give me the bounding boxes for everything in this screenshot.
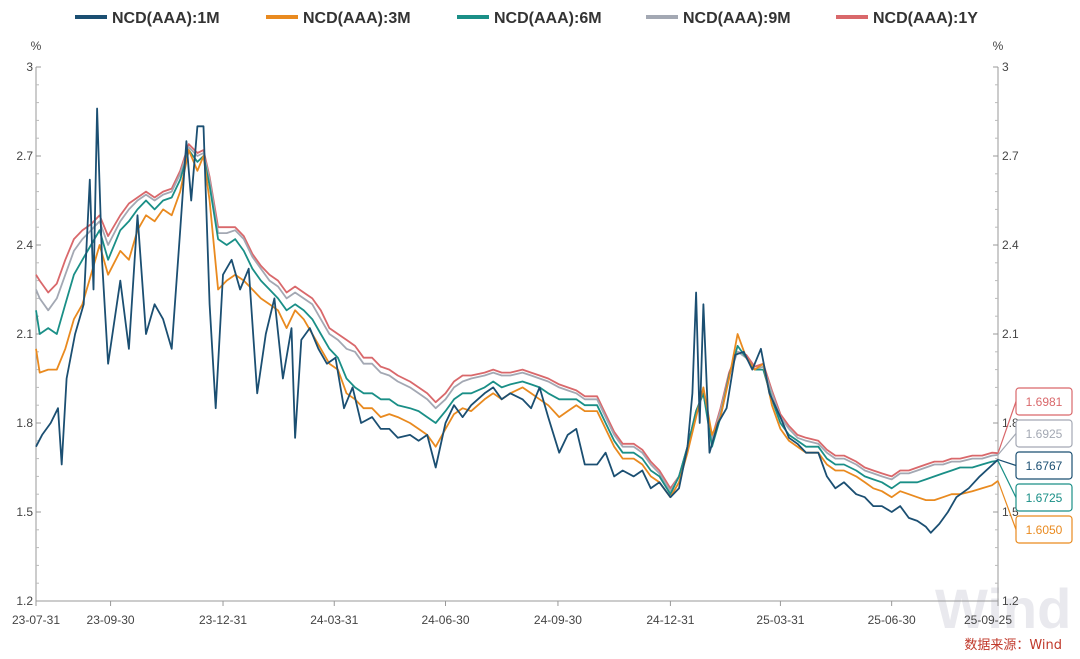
- series-line-4: [35, 143, 999, 490]
- right-tick-label-2: 1.8: [1002, 416, 1019, 430]
- legend-label-4: NCD(AAA):1Y: [873, 10, 978, 27]
- end-label-box-3: [1015, 419, 1073, 448]
- left-tick-label-3: 2.1: [16, 327, 33, 341]
- series-line-0: [35, 107, 999, 534]
- series-line-3: [35, 146, 999, 493]
- end-label-value-2: 1.6725: [1026, 491, 1063, 505]
- legend-label-0: NCD(AAA):1M: [112, 10, 220, 27]
- x-tick-label-4: 24-06-30: [421, 613, 469, 627]
- left-tick-label-6: 3: [26, 60, 33, 74]
- end-label-box-2: [1015, 483, 1073, 512]
- left-axis-unit: %: [31, 39, 42, 53]
- right-tick-label-3: 2.1: [1002, 327, 1019, 341]
- left-tick-label-4: 2.4: [16, 238, 33, 252]
- right-tick-label-4: 2.4: [1002, 238, 1019, 252]
- right-axis-unit: %: [993, 39, 1004, 53]
- legend: NCD(AAA):1M NCD(AAA):3M NCD(AAA):6M NCD(AAA…: [75, 10, 978, 27]
- end-label-value-3: 1.6925: [1026, 427, 1063, 441]
- end-label-box-0: [1015, 451, 1073, 480]
- series-lines: [35, 107, 999, 534]
- right-tick-label-1: 1.5: [1002, 505, 1019, 519]
- end-labels: 1.6981 1.6925 1.6767 1.6725 1.6050: [997, 387, 1073, 544]
- watermark: Wind: [935, 577, 1071, 640]
- data-source: 数据来源：Wind: [964, 638, 1062, 653]
- legend-label-2: NCD(AAA):6M: [494, 10, 602, 27]
- x-tick-label-5: 24-09-30: [534, 613, 582, 627]
- end-label-box-4: [1015, 387, 1073, 416]
- x-tick-label-7: 25-03-31: [756, 613, 804, 627]
- end-label-value-0: 1.6767: [1026, 459, 1063, 473]
- left-tick-label-1: 1.5: [16, 505, 33, 519]
- left-tick-label-2: 1.8: [16, 416, 33, 430]
- x-tick-label-6: 24-12-31: [646, 613, 694, 627]
- end-label-box-1: [1015, 515, 1073, 544]
- left-tick-label-0: 1.2: [16, 594, 33, 608]
- end-label-value-1: 1.6050: [1026, 523, 1063, 537]
- x-tick-label-0: 23-07-31: [12, 613, 60, 627]
- end-label-leader-0: [997, 459, 1017, 467]
- axes: 1.2 1.2 1.5 1.5 1.8 1.8 2.1 2.1 2.4 2.4 2.7 2.7 3 3 23…: [12, 60, 1019, 627]
- legend-label-3: NCD(AAA):9M: [683, 10, 791, 27]
- end-label-value-4: 1.6981: [1026, 395, 1063, 409]
- right-tick-label-5: 2.7: [1002, 149, 1019, 163]
- end-label-leader-1: [997, 480, 1017, 530]
- x-tick-label-2: 23-12-31: [199, 613, 247, 627]
- x-tick-label-3: 24-03-31: [310, 613, 358, 627]
- series-line-2: [35, 149, 999, 496]
- right-tick-label-6: 3: [1002, 60, 1009, 74]
- left-tick-label-5: 2.7: [16, 149, 33, 163]
- end-label-leader-2: [997, 460, 1017, 498]
- right-tick-label-0: 1.2: [1002, 594, 1019, 608]
- legend-label-1: NCD(AAA):3M: [303, 10, 411, 27]
- x-tick-label-1: 23-09-30: [87, 613, 135, 627]
- end-label-leader-3: [997, 433, 1017, 456]
- x-tick-label-8: 25-06-30: [868, 613, 916, 627]
- end-label-leader-4: [997, 401, 1017, 454]
- series-line-1: [35, 149, 999, 501]
- x-tick-label-9: 25-09-25: [964, 613, 1012, 627]
